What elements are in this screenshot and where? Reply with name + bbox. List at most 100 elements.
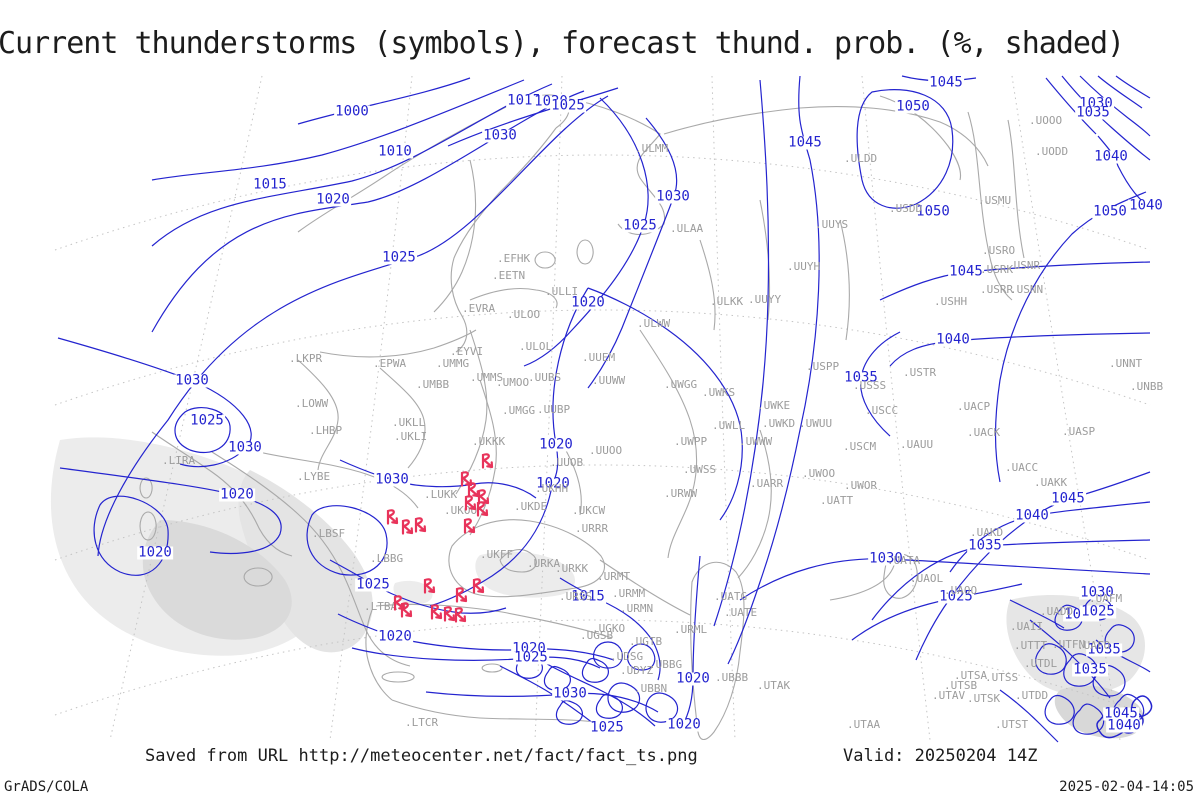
station-label: .URMT xyxy=(597,570,631,583)
station-label: .URMN xyxy=(620,602,654,615)
station-label: .USSS xyxy=(853,379,887,392)
station-label: .URKK xyxy=(555,562,589,575)
station-label: .ULWW xyxy=(637,317,671,330)
station-label: .UTST xyxy=(995,718,1029,731)
station-label: .UNBB xyxy=(1130,380,1164,393)
station-label: .USNN xyxy=(1010,283,1044,296)
contour-label: 1045 xyxy=(928,74,964,91)
contour-label: 1030 xyxy=(227,439,263,456)
station-label: .LKPR xyxy=(289,352,323,365)
thunderstorm-symbol-icon xyxy=(476,488,493,507)
station-label: .USHH xyxy=(934,295,968,308)
thunderstorm-symbol-icon xyxy=(459,470,476,489)
contour-label: 1040 xyxy=(1093,148,1129,165)
valid-time-text: Valid: 20250204 14Z xyxy=(843,746,1038,766)
contour-label: 1035 xyxy=(843,369,879,386)
station-label: .UATA xyxy=(887,554,921,567)
station-label: .LHBP xyxy=(309,424,343,437)
contour-label: 1010 xyxy=(377,143,413,160)
station-label: .LUKK xyxy=(424,488,458,501)
station-label: .URRR xyxy=(575,522,609,535)
prob-shading xyxy=(50,437,1145,739)
thunderstorm-symbol-icon xyxy=(453,606,470,625)
station-label: .LTCR xyxy=(405,716,439,729)
station-label: .UTSK xyxy=(967,692,1001,705)
station-label: .URKA xyxy=(527,557,561,570)
station-label: .EYVI xyxy=(450,345,484,358)
generation-timestamp: 2025-02-04-14:05 xyxy=(1059,779,1194,795)
station-label: .UWKE xyxy=(757,399,791,412)
station-label: .UWGG xyxy=(664,378,698,391)
station-label: .UAII xyxy=(1010,620,1044,633)
station-label: .USRO xyxy=(982,244,1016,257)
station-label: .LIRA xyxy=(162,454,196,467)
thunderstorm-symbol-icon xyxy=(475,500,492,519)
station-label: .ULMM xyxy=(635,142,669,155)
contour-label: 1045 xyxy=(948,263,984,280)
station-label: .UWPP xyxy=(674,435,708,448)
contour-label: 1025 xyxy=(938,588,974,605)
station-label: .UKLI xyxy=(394,430,428,443)
contour-label: 1030 xyxy=(655,188,691,205)
station-label: .UUYS xyxy=(815,218,849,231)
station-label: .LOWW xyxy=(295,397,329,410)
station-label: .UWKD xyxy=(762,417,796,430)
station-label: .ULAA xyxy=(670,222,704,235)
thunderstorm-symbol-icon xyxy=(422,577,439,596)
station-label: .UWOR xyxy=(844,479,878,492)
station-label: .UTFN xyxy=(1052,638,1086,651)
station-label: .USPP xyxy=(806,360,840,373)
station-label: .URSS xyxy=(559,590,593,603)
station-label: .UAFM xyxy=(1089,592,1123,605)
contour-label: 1030 xyxy=(552,685,588,702)
contour-label: 1000 xyxy=(334,103,370,120)
station-label: .UTAK xyxy=(757,679,791,692)
contour-label: 1030 xyxy=(174,372,210,389)
contour-label: 1015 xyxy=(570,588,606,605)
station-label: .UARR xyxy=(750,477,784,490)
station-label: .ULOO xyxy=(507,308,541,321)
thunderstorm-symbol-icon xyxy=(399,601,416,620)
station-label: .UTSA xyxy=(954,669,988,682)
station-label: .USDD xyxy=(889,202,923,215)
station-label: .UACP xyxy=(957,400,991,413)
station-label: .UTSB xyxy=(944,679,978,692)
thunderstorm-symbol-icon xyxy=(466,481,483,500)
contour-label: 1030 xyxy=(374,471,410,488)
station-label: .UACC xyxy=(1005,461,1039,474)
station-label: .UUOB xyxy=(550,456,584,469)
thunderstorm-symbol-icon xyxy=(392,594,409,613)
station-label: .UGSB xyxy=(580,629,614,642)
station-label: .UTAA xyxy=(847,718,881,731)
station-label: .UAKD xyxy=(970,526,1004,539)
contour-label: 1050 xyxy=(1092,203,1128,220)
contour-label: 1025 xyxy=(355,576,391,593)
station-label: .UKHH xyxy=(535,482,569,495)
station-label: .UMOO xyxy=(496,376,530,389)
thunderstorm-symbol-icon xyxy=(442,605,459,624)
grads-credit-text: GrADS/COLA xyxy=(4,779,89,795)
station-label: .UAFO xyxy=(1077,639,1111,652)
thunderstorm-symbol-icon xyxy=(400,518,417,537)
thunderstorm-symbol-icon xyxy=(385,508,402,527)
station-label: .UACK xyxy=(967,426,1001,439)
station-label: .EETN xyxy=(492,269,526,282)
station-label: .UOOO xyxy=(1029,114,1063,127)
station-label: .UKKK xyxy=(472,435,506,448)
station-label: .UKLL xyxy=(392,416,426,429)
station-label: .UGTB xyxy=(629,635,663,648)
station-label: .USCM xyxy=(843,440,877,453)
contour-label: 1030 xyxy=(482,127,518,144)
station-label: .UTDD xyxy=(1015,689,1049,702)
contour-label: 1020 xyxy=(377,628,413,645)
station-label: .UTTT xyxy=(1014,639,1048,652)
station-label: .ULOL xyxy=(519,340,553,353)
contour-label: 1035 xyxy=(967,537,1003,554)
contour-label: 1020 xyxy=(137,544,173,561)
station-label: .LBBG xyxy=(370,552,404,565)
contour-label: 1040 xyxy=(1014,507,1050,524)
station-label: .EPWA xyxy=(373,357,407,370)
contour-label: 1045 xyxy=(787,134,823,151)
station-label: .LTBA xyxy=(364,600,398,613)
